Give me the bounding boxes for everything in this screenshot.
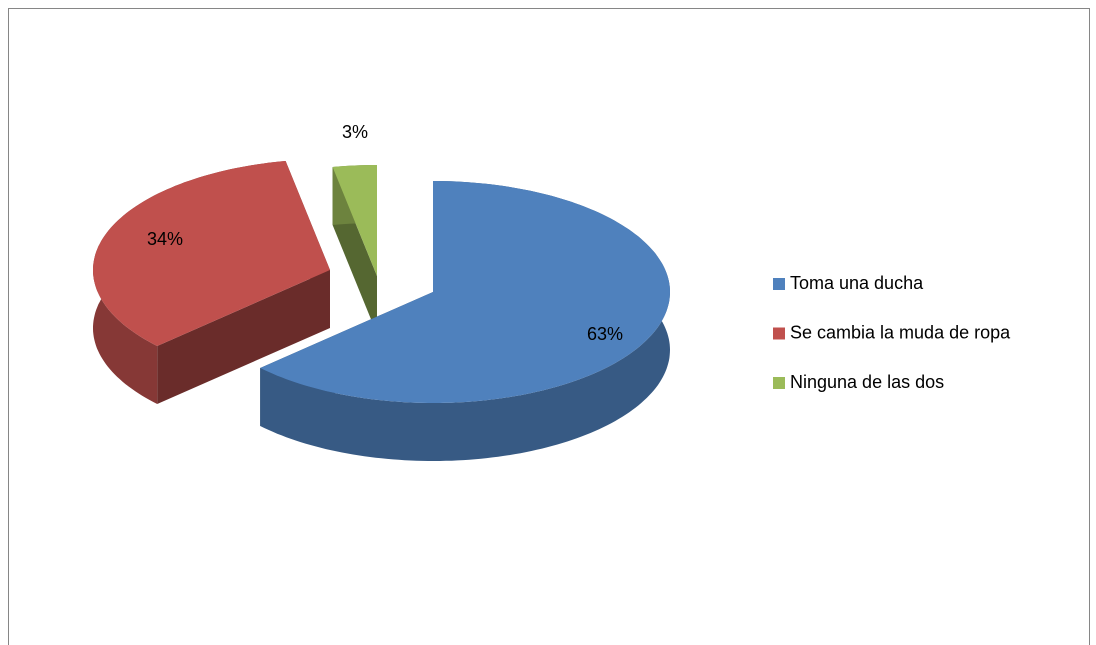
legend-swatch — [773, 327, 785, 340]
legend-label: Toma una ducha — [790, 273, 924, 293]
slice — [93, 161, 330, 346]
data-label: 63% — [587, 324, 623, 344]
data-label: 34% — [147, 229, 183, 249]
slice — [260, 181, 670, 403]
legend-swatch — [773, 377, 785, 389]
legend-label: Se cambia la muda de ropa — [790, 322, 1011, 342]
data-label: 3% — [342, 122, 368, 142]
legend-swatch — [773, 278, 785, 290]
slice — [332, 165, 377, 276]
legend-label: Ninguna de las dos — [790, 372, 944, 392]
slice-side — [157, 270, 330, 404]
